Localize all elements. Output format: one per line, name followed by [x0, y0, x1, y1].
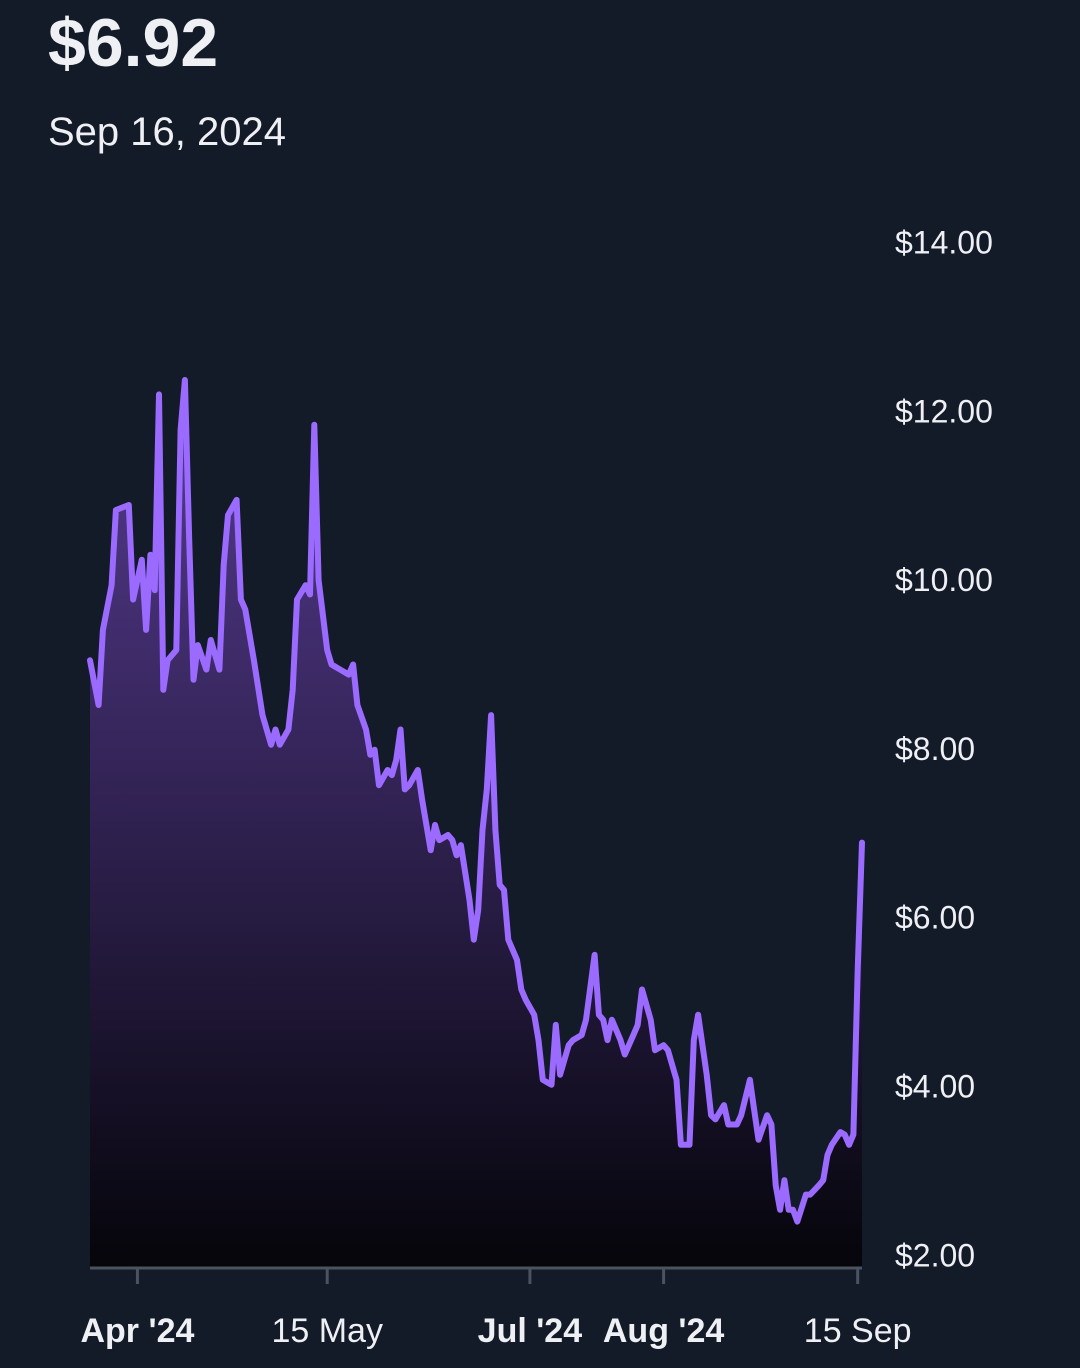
date-subtitle: Sep 16, 2024 — [48, 110, 286, 154]
price-area — [90, 380, 862, 1268]
x-tick-label: Aug '24 — [603, 1312, 725, 1350]
price-line — [87, 377, 865, 1225]
y-tick-label: $4.00 — [895, 1069, 975, 1105]
y-tick-label: $10.00 — [895, 562, 993, 598]
x-tick-label: Jul '24 — [478, 1312, 583, 1350]
x-tick-label: 15 May — [271, 1312, 383, 1350]
y-tick-label: $8.00 — [895, 731, 975, 767]
x-tick-label: 15 Sep — [804, 1312, 912, 1350]
price-title: $6.92 — [48, 5, 218, 81]
y-tick-label: $12.00 — [895, 393, 993, 429]
y-tick-label: $14.00 — [895, 224, 993, 260]
y-tick-label: $6.00 — [895, 900, 975, 936]
y-tick-label: $2.00 — [895, 1237, 975, 1273]
x-tick-label: Apr '24 — [80, 1312, 194, 1350]
